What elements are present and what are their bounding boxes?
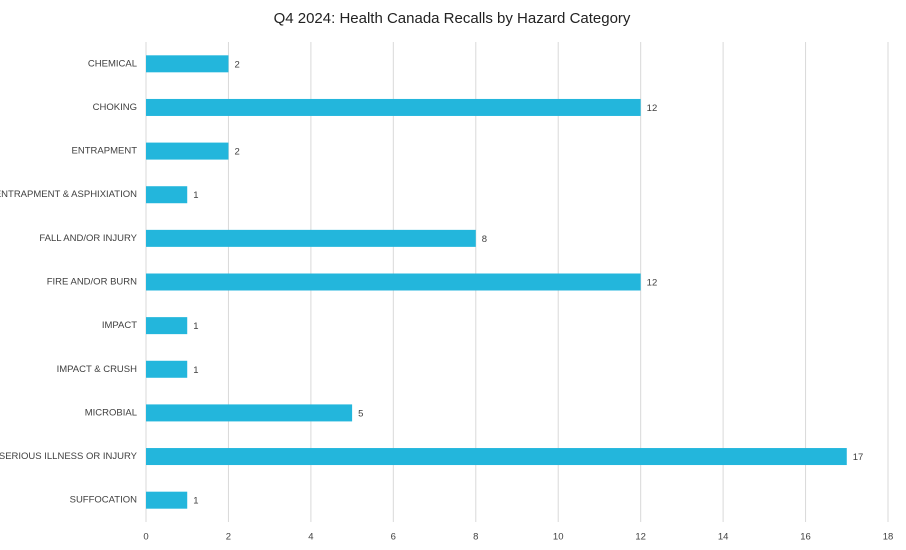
y-tick-label: SUFFOCATION: [70, 495, 138, 506]
bar: [146, 273, 641, 291]
x-tick-label: 6: [391, 532, 396, 543]
bar: [146, 98, 641, 116]
data-label: 2: [234, 147, 239, 158]
y-tick-label: IMPACT & CRUSH: [57, 364, 138, 375]
data-label: 2: [234, 59, 239, 70]
bar: [146, 317, 188, 335]
data-label: 5: [358, 408, 363, 419]
data-label: 1: [193, 365, 198, 376]
x-tick-label: 0: [143, 532, 148, 543]
bar: [146, 142, 229, 160]
y-tick-label: CHEMICAL: [88, 58, 137, 69]
y-tick-label: FIRE AND/OR BURN: [47, 277, 137, 288]
bar: [146, 404, 353, 422]
y-tick-label: CHOKING: [93, 102, 137, 113]
data-label: 1: [193, 321, 198, 332]
y-tick-label: ENTRAPMENT: [72, 146, 138, 157]
data-label: 1: [193, 190, 198, 201]
x-tick-label: 8: [473, 532, 478, 543]
x-tick-label: 10: [553, 532, 564, 543]
y-tick-label: ENTRAPMENT & ASPHIXIATION: [0, 189, 137, 200]
chart-title: Q4 2024: Health Canada Recalls by Hazard…: [274, 10, 631, 27]
bar: [146, 55, 229, 73]
bar: [146, 229, 476, 247]
data-label: 8: [482, 234, 487, 245]
data-label: 12: [647, 103, 658, 114]
x-tick-label: 14: [718, 532, 729, 543]
x-tick-label: 12: [635, 532, 646, 543]
bar: [146, 491, 188, 509]
x-tick-label: 2: [226, 532, 231, 543]
data-label: 1: [193, 496, 198, 507]
y-tick-label: IMPACT: [102, 320, 137, 331]
y-tick-label: FALL AND/OR INJURY: [39, 233, 137, 244]
data-label: 12: [647, 278, 658, 289]
bar: [146, 186, 188, 204]
x-tick-label: 4: [308, 532, 313, 543]
y-tick-label: SERIOUS ILLNESS OR INJURY: [0, 451, 138, 462]
x-tick-label: 18: [883, 532, 894, 543]
y-tick-label: MICROBIAL: [85, 407, 137, 418]
x-tick-label: 16: [800, 532, 811, 543]
bar: [146, 360, 188, 378]
bar: [146, 448, 847, 466]
data-label: 17: [853, 452, 864, 463]
